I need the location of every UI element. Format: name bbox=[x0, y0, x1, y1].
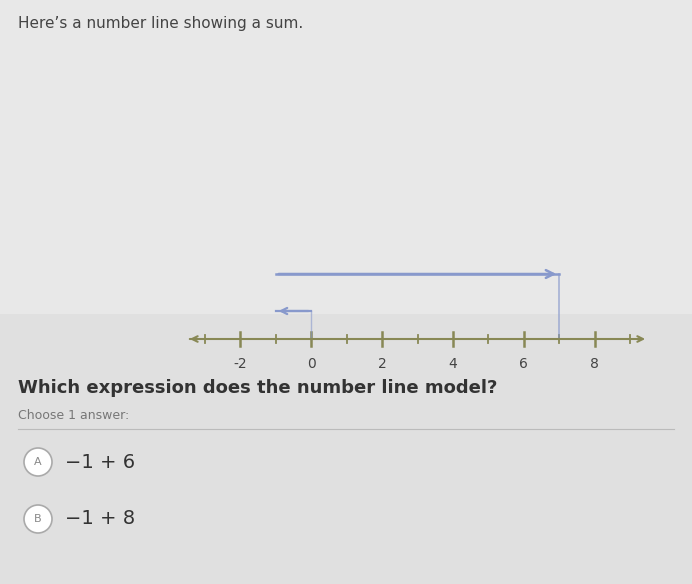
Text: Which expression does the number line model?: Which expression does the number line mo… bbox=[18, 379, 498, 397]
Text: -2: -2 bbox=[234, 357, 247, 371]
FancyBboxPatch shape bbox=[0, 314, 692, 584]
Text: A: A bbox=[34, 457, 42, 467]
Text: 2: 2 bbox=[378, 357, 386, 371]
Text: 6: 6 bbox=[519, 357, 528, 371]
Text: Here’s a number line showing a sum.: Here’s a number line showing a sum. bbox=[18, 16, 303, 31]
Text: 0: 0 bbox=[307, 357, 316, 371]
Text: B: B bbox=[34, 514, 42, 524]
Circle shape bbox=[24, 505, 52, 533]
Text: 4: 4 bbox=[448, 357, 457, 371]
Text: −1 + 6: −1 + 6 bbox=[65, 453, 135, 471]
Circle shape bbox=[24, 448, 52, 476]
Text: −1 + 8: −1 + 8 bbox=[65, 509, 135, 529]
Text: 8: 8 bbox=[590, 357, 599, 371]
Text: Choose 1 answer:: Choose 1 answer: bbox=[18, 409, 129, 422]
